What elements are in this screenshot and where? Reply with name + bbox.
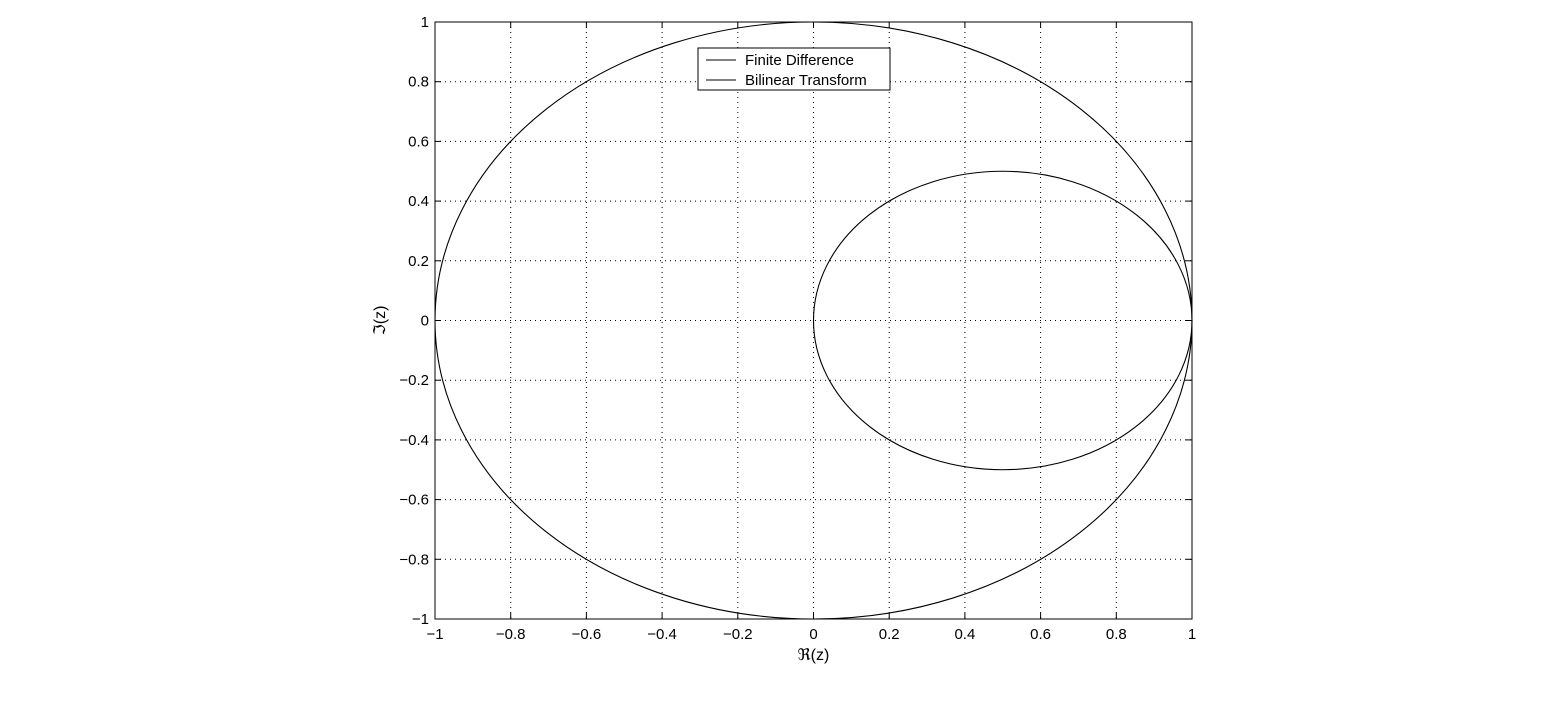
legend-box <box>697 47 891 91</box>
y-axis-label: ℑ(z) <box>372 306 389 336</box>
y-tick-label: 1 <box>421 14 429 31</box>
series-curves <box>434 21 1193 620</box>
y-tick-label: 0.6 <box>408 133 429 150</box>
x-tick-label: −0.8 <box>496 626 526 643</box>
legend-label-bilinear-transform: Bilinear Transform <box>745 72 867 89</box>
x-tick-label: −0.6 <box>572 626 602 643</box>
x-tick-label: 0 <box>809 626 817 643</box>
x-axis-label: ℜ(z) <box>798 647 830 664</box>
x-tick-label: 0.2 <box>879 626 900 643</box>
y-tick-label: 0 <box>421 313 429 330</box>
x-tick-label: 1 <box>1188 626 1196 643</box>
y-tick-label: −0.8 <box>399 551 429 568</box>
y-tick-label: 0.2 <box>408 253 429 270</box>
x-tick-label: 0.6 <box>1030 626 1051 643</box>
x-tick-label: 0.8 <box>1106 626 1127 643</box>
legend-label-finite-difference: Finite Difference <box>745 52 854 69</box>
legend: Finite Difference Bilinear Transform <box>697 47 891 91</box>
y-tick-label: 0.8 <box>408 74 429 91</box>
y-tick-label: 0.4 <box>408 193 429 210</box>
grid <box>435 22 1192 619</box>
y-tick-label: −0.2 <box>399 372 429 389</box>
x-tick-label: −1 <box>426 626 443 643</box>
x-tick-label: 0.4 <box>954 626 975 643</box>
x-tick-label: −0.2 <box>723 626 753 643</box>
x-tick-label: −0.4 <box>647 626 677 643</box>
ticks: −1 −0.8 −0.6 −0.4 −0.2 0 0.2 0.4 0.6 0.8 1 −1 −0.8 −0… <box>399 14 1196 643</box>
y-tick-label: −0.4 <box>399 432 429 449</box>
y-tick-label: −0.6 <box>399 492 429 509</box>
y-tick-label: −1 <box>412 611 429 628</box>
